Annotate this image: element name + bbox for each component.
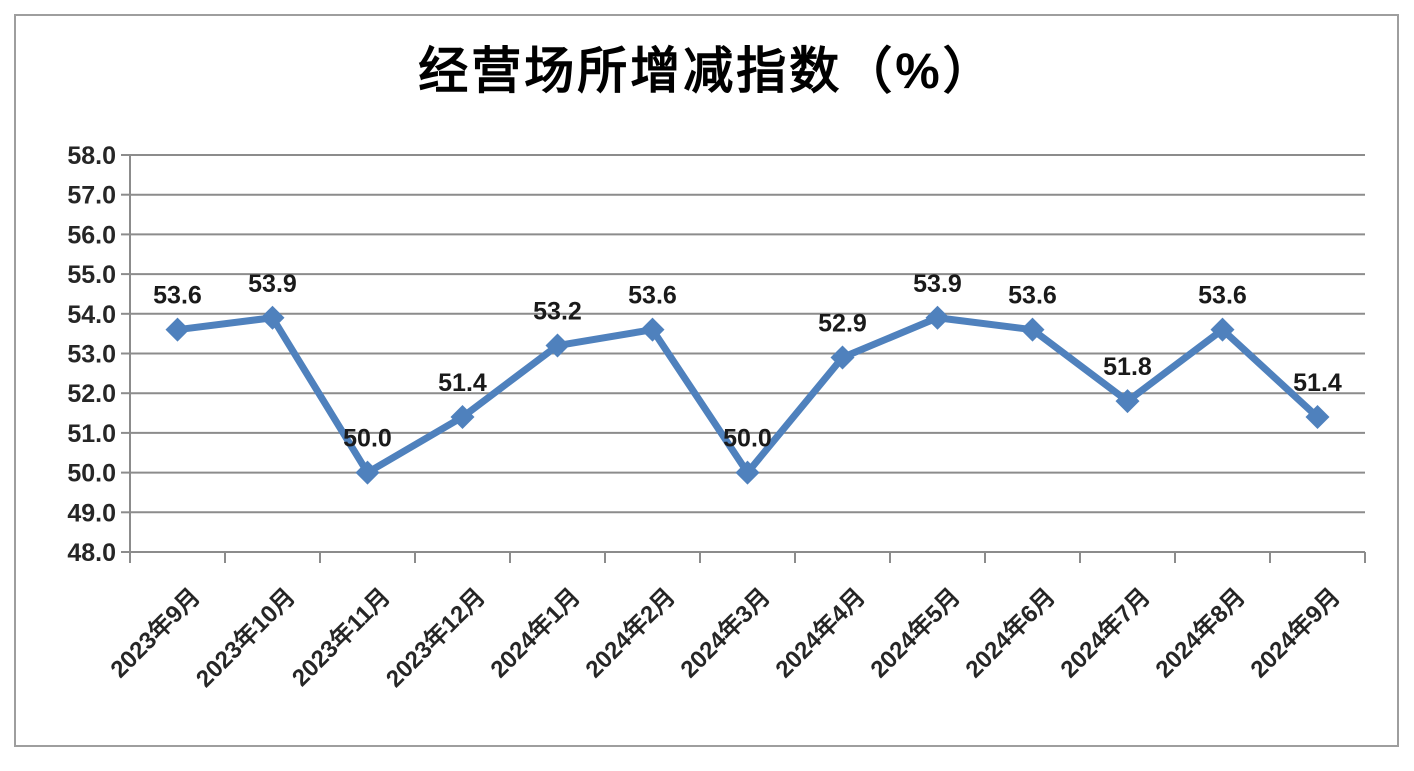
x-axis-label: 2024年4月 [770,582,871,683]
data-point-label: 53.6 [1008,282,1057,310]
y-tick-label: 56.0 [67,221,116,249]
data-point-marker [1020,317,1045,342]
data-point-marker [355,460,380,485]
x-axis-label: 2024年6月 [960,582,1061,683]
x-axis-label: 2023年9月 [105,582,206,683]
data-point-marker [925,305,950,330]
data-point-marker [735,460,760,485]
chart-frame [14,14,1399,747]
data-point-marker [1305,405,1330,430]
data-point-label: 53.2 [533,298,582,326]
data-point-label: 51.8 [1103,353,1152,381]
data-point-label: 50.0 [343,425,392,453]
y-tick-label: 58.0 [67,142,116,170]
y-tick-label: 50.0 [67,460,116,488]
data-point-label: 53.9 [913,270,962,298]
data-point-label: 51.4 [438,369,487,397]
x-axis-label: 2024年8月 [1150,582,1251,683]
x-axis-label: 2023年10月 [190,582,300,692]
x-axis-label: 2024年7月 [1055,582,1156,683]
y-tick-label: 57.0 [67,182,116,210]
data-point-marker [260,305,285,330]
data-point-marker [165,317,190,342]
data-point-label: 53.9 [248,270,297,298]
y-tick-label: 55.0 [67,261,116,289]
y-tick-label: 53.0 [67,341,116,369]
data-point-marker [830,345,855,370]
y-tick-label: 51.0 [67,420,116,448]
y-tick-label: 52.0 [67,380,116,408]
x-axis-label: 2023年12月 [380,582,490,692]
data-point-marker [640,317,665,342]
x-axis-label: 2024年9月 [1245,582,1346,683]
data-point-label: 50.0 [723,425,772,453]
data-point-marker [1210,317,1235,342]
data-point-marker [1115,389,1140,414]
x-axis-label: 2024年1月 [485,582,586,683]
data-point-marker [450,405,475,430]
x-axis-label: 2023年11月 [286,582,395,691]
data-point-label: 53.6 [1198,282,1247,310]
y-tick-label: 49.0 [67,499,116,527]
y-tick-label: 48.0 [67,539,116,567]
x-axis-label: 2024年3月 [675,582,776,683]
data-point-label: 53.6 [153,282,202,310]
data-point-marker [545,333,570,358]
y-tick-label: 54.0 [67,301,116,329]
data-point-label: 51.4 [1293,369,1342,397]
data-point-label: 53.6 [628,282,677,310]
data-point-label: 52.9 [818,309,867,337]
chart-title: 经营场所增减指数（%） [418,43,996,99]
x-axis-label: 2024年5月 [865,582,966,683]
x-axis-label: 2024年2月 [580,582,681,683]
